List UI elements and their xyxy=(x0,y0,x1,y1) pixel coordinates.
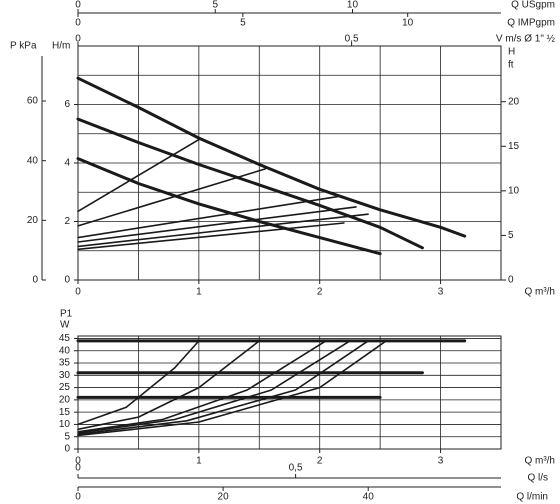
y-tick-label: 2 xyxy=(64,216,70,227)
top-axis-label: Q IMPgpm xyxy=(507,18,555,29)
y-tick-label: 10 xyxy=(59,419,71,430)
bottom-axis-label: Q l/s xyxy=(527,473,548,484)
y3-tick-label: 0 xyxy=(32,275,38,286)
x-tick-label: 1 xyxy=(196,287,202,298)
bottom-axis-tick-label: 0,5 xyxy=(289,463,303,474)
y-tick-label: 0 xyxy=(64,444,70,455)
bottom-axis-label: Q l/min xyxy=(516,492,548,503)
plot-frame xyxy=(77,335,502,450)
y-tick-label: 20 xyxy=(59,395,71,406)
curve-thin xyxy=(77,340,261,431)
y-tick-label: 15 xyxy=(59,407,71,418)
x-tick-label: 0 xyxy=(75,287,81,298)
curve-thick xyxy=(76,117,424,250)
x-tick-label: 1 xyxy=(196,456,202,467)
y2-tick-label: 20 xyxy=(508,96,520,107)
x-axis-label: Q m³/h xyxy=(524,287,555,298)
y3-tick-label: 60 xyxy=(27,96,39,107)
y-axis-label: H/m xyxy=(52,41,70,52)
curve-thin xyxy=(77,340,327,433)
curve-thin xyxy=(77,138,200,213)
curve-thin xyxy=(77,222,345,251)
y-tick-label: 5 xyxy=(64,431,70,442)
x-tick-label: 0 xyxy=(75,456,81,467)
top-axis-tick-label: 10 xyxy=(402,18,414,29)
top-axis-label: V m/s Ø 1" ½ xyxy=(496,34,556,45)
bottom-axis-tick-label: 0 xyxy=(75,492,81,503)
curve-thin xyxy=(77,195,339,239)
y-tick-label: 4 xyxy=(64,158,70,169)
y2-tick-label: 5 xyxy=(508,230,514,241)
x-tick-label: 2 xyxy=(317,287,323,298)
top-axis-tick-label: 0 xyxy=(75,18,81,29)
curve-thin xyxy=(77,340,200,426)
y-axis-label: P1 xyxy=(60,309,73,320)
y2-axis-label: H xyxy=(508,47,515,58)
y-tick-label: 6 xyxy=(64,99,70,110)
y-tick-label: 35 xyxy=(59,358,71,369)
top-axis-tick-label: 10 xyxy=(347,0,359,11)
curve-thick xyxy=(76,76,467,238)
y2-tick-label: 10 xyxy=(508,185,520,196)
curve-thin xyxy=(77,340,387,437)
x-tick-label: 2 xyxy=(317,456,323,467)
curve-thin xyxy=(77,213,369,248)
bottom-axis-tick-label: 0 xyxy=(75,463,81,474)
y-tick-label: 40 xyxy=(59,345,71,356)
bottom-axis-tick-label: 40 xyxy=(363,492,375,503)
x-tick-label: 3 xyxy=(438,287,444,298)
top-axis-tick-label: 0 xyxy=(75,34,81,45)
y-tick-label: 25 xyxy=(59,382,71,393)
top-axis-tick-label: 5 xyxy=(212,0,218,11)
bottom-axis-tick-label: 20 xyxy=(218,492,230,503)
curve-thick xyxy=(76,157,382,256)
top-axis-tick-label: 0,5 xyxy=(345,34,359,45)
curve-thin xyxy=(77,340,369,436)
y-axis-label: P kPa xyxy=(10,41,37,52)
top-axis-label: Q USgpm xyxy=(511,0,555,11)
y-axis-unit: W xyxy=(60,320,70,331)
x-axis-label: Q m³/h xyxy=(524,456,555,467)
y-tick-label: 30 xyxy=(59,370,71,381)
y2-tick-label: 0 xyxy=(508,275,514,286)
y2-axis-unit: ft xyxy=(508,60,514,71)
curve-thin xyxy=(77,340,351,434)
y-tick-label: 0 xyxy=(64,275,70,286)
curve-thin xyxy=(77,206,357,243)
curve-thin xyxy=(77,168,267,227)
top-axis-tick-label: 0 xyxy=(75,0,81,11)
y3-tick-label: 40 xyxy=(27,155,39,166)
y-tick-label: 45 xyxy=(59,333,71,344)
top-axis-tick-label: 5 xyxy=(240,18,246,29)
x-tick-label: 3 xyxy=(438,456,444,467)
y2-tick-label: 15 xyxy=(508,141,520,152)
y3-tick-label: 20 xyxy=(27,215,39,226)
